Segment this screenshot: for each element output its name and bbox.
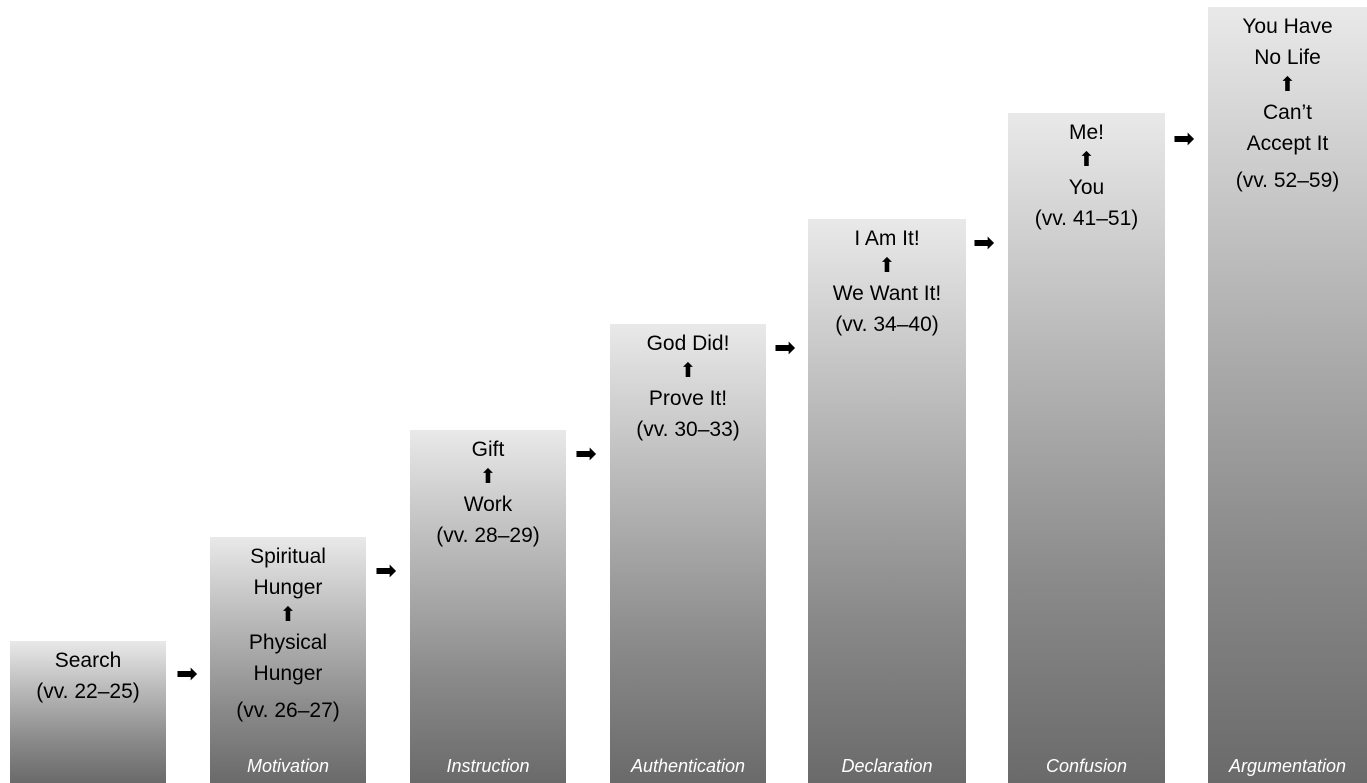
step-title-line: Me! <box>1068 121 1104 144</box>
step-search: Search (vv. 22–25) <box>10 641 166 783</box>
step-declaration: I Am It! ⬆ We Want It! (vv. 34–40) Decla… <box>808 219 966 783</box>
step-label: Authentication <box>630 756 746 776</box>
right-arrow-icon: ➡ <box>575 438 597 468</box>
right-arrow-icon: ➡ <box>375 555 397 585</box>
step-verses: (vv. 30–33) <box>636 418 740 441</box>
step-title-line: No Life <box>1254 46 1321 69</box>
step-sub-line: Work <box>463 493 513 516</box>
step-label: Motivation <box>246 756 330 776</box>
step-verses: (vv. 28–29) <box>436 524 540 547</box>
step-verses: (vv. 52–59) <box>1235 169 1340 192</box>
step-confusion: Me! ⬆ You (vv. 41–51) Confusion <box>1008 113 1165 783</box>
step-sub-line: Hunger <box>253 662 323 685</box>
up-arrow-icon: ⬆ <box>479 466 497 488</box>
step-label: Argumentation <box>1228 756 1347 776</box>
up-arrow-icon: ⬆ <box>279 604 297 626</box>
step-title-line: Gift <box>471 438 505 461</box>
up-arrow-icon: ⬆ <box>1078 149 1095 171</box>
right-arrow-icon: ➡ <box>774 332 796 362</box>
step-authentication: God Did! ⬆ Prove It! (vv. 30–33) Authent… <box>610 324 766 783</box>
step-sub-line: Prove It! <box>648 387 728 410</box>
step-title-line: I Am It! <box>854 227 920 250</box>
step-sub-line: We Want It! <box>832 282 942 305</box>
step-instruction: Gift ⬆ Work (vv. 28–29) Instruction <box>410 430 566 783</box>
step-title-line: Spiritual <box>250 545 326 568</box>
step-title-line: God Did! <box>646 332 730 355</box>
step-sub-line: You <box>1068 176 1105 199</box>
step-verses: (vv. 22–25) <box>36 680 140 703</box>
up-arrow-icon: ⬆ <box>878 255 896 277</box>
step-title: Search <box>54 649 122 672</box>
step-label: Instruction <box>446 756 530 776</box>
step-sub-line: Can’t <box>1262 101 1313 124</box>
step-label: Declaration <box>841 756 933 776</box>
step-title-line: You Have <box>1242 15 1333 38</box>
step-verses: (vv. 34–40) <box>835 313 939 336</box>
right-arrow-icon: ➡ <box>176 658 198 688</box>
step-title-line: Hunger <box>253 576 323 599</box>
step-sub-line: Accept It <box>1246 132 1329 155</box>
step-argumentation: You Have No Life ⬆ Can’t Accept It (vv. … <box>1208 7 1367 783</box>
step-sub-line: Physical <box>248 631 328 654</box>
right-arrow-icon: ➡ <box>973 227 995 257</box>
right-arrow-icon: ➡ <box>1173 123 1195 153</box>
step-label: Confusion <box>1045 756 1128 776</box>
step-motivation: Spiritual Hunger ⬆ Physical Hunger (vv. … <box>210 537 366 783</box>
up-arrow-icon: ⬆ <box>679 360 697 382</box>
step-verses: (vv. 26–27) <box>236 699 340 722</box>
up-arrow-icon: ⬆ <box>1279 74 1296 96</box>
step-verses: (vv. 41–51) <box>1034 207 1139 230</box>
